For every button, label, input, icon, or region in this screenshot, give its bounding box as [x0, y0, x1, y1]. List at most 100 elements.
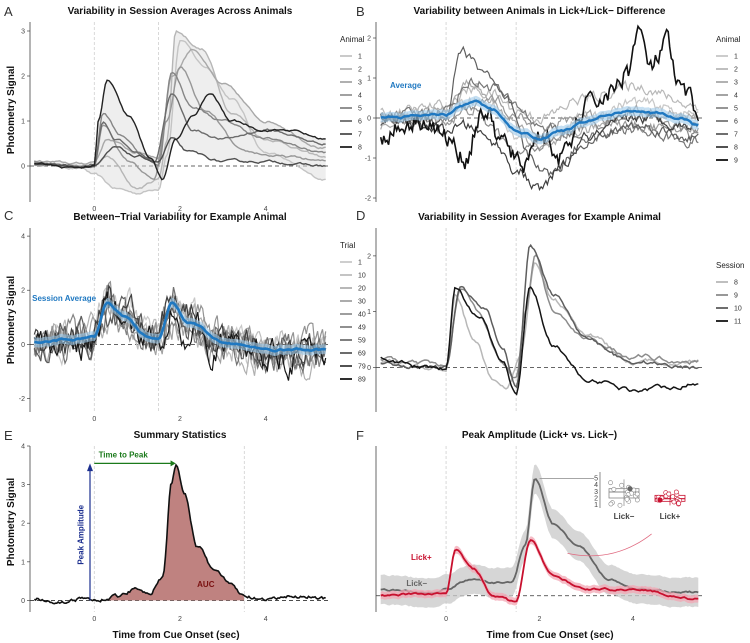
series-line-animal-2	[34, 29, 326, 190]
x-tick-label: 4	[631, 616, 635, 623]
auc-area	[94, 465, 245, 601]
y-tick-label: 1	[21, 119, 25, 126]
legend-label: 10	[734, 306, 742, 313]
average-line	[380, 99, 699, 141]
sem-band-lick-minus	[380, 464, 699, 608]
inset-point	[671, 499, 677, 505]
legend-label: 8	[358, 145, 362, 152]
inset-y-tick-label: 5	[594, 476, 598, 483]
peak-amplitude-label: Peak Amplitude	[77, 504, 86, 564]
panel-b: Variability between Animals in Lick+/Lic…	[365, 6, 703, 203]
y-tick-label: 2	[21, 521, 25, 528]
legend-label: 40	[358, 312, 366, 319]
legend-label: 5	[734, 106, 738, 113]
legend-title: Animal	[340, 35, 365, 44]
legend-d: Session 8 9 10 11	[716, 261, 744, 326]
y-tick-label: 2	[21, 74, 25, 81]
session-average-line	[34, 301, 326, 353]
inset-point	[624, 496, 630, 502]
y-axis-title-a: Photometry Signal	[6, 66, 17, 155]
inset-y-tick-label: 3	[594, 489, 598, 496]
x-tick-label: 0	[92, 616, 96, 623]
panel-label-c: C	[4, 208, 13, 223]
legend-label: 20	[358, 286, 366, 293]
series-line-animal-2	[380, 79, 699, 125]
series-line-lick-plus	[380, 539, 699, 603]
legend-label: 1	[358, 260, 362, 267]
trial-line-89	[33, 291, 327, 381]
y-tick-label: 1	[367, 309, 371, 316]
y-tick-label: 0	[367, 116, 371, 123]
panel-f: Peak Amplitude (Lick+ vs. Lick−) 0 2 4 Lick+…	[375, 430, 706, 623]
legend-label: 7	[734, 132, 738, 139]
lick-minus-label: Lick−	[406, 579, 427, 588]
inset-point	[608, 480, 613, 486]
session-line-8	[380, 262, 699, 390]
legend-title: Session	[716, 261, 744, 270]
session-average-ci-band	[34, 297, 326, 357]
y-tick-label: 0	[21, 164, 25, 171]
legend-label: 6	[734, 119, 738, 126]
panel-title-e: Summary Statistics	[134, 430, 227, 441]
inset-highlight-point	[657, 497, 663, 503]
y-tick-label: -2	[19, 396, 25, 403]
legend-label: 2	[734, 67, 738, 74]
legend-label: 11	[734, 319, 741, 326]
legend-label: 2	[358, 67, 362, 74]
inset-point	[634, 497, 640, 503]
inset-point	[670, 494, 676, 500]
panel-label-a: A	[4, 4, 13, 19]
y-tick-label: 0	[367, 365, 371, 372]
y-tick-label: 0	[21, 598, 25, 605]
y-tick-label: 4	[21, 444, 25, 451]
legend-label: 69	[358, 351, 366, 358]
inset-point	[673, 489, 679, 495]
panel-label-d: D	[356, 208, 365, 223]
inset-category-label: Lick−	[614, 512, 635, 521]
inset-y-tick-label: 1	[594, 502, 598, 509]
panel-c: Between−Trial Variability for Example An…	[19, 212, 330, 423]
panel-title-a: Variability in Session Averages Across A…	[68, 6, 293, 17]
legend-label: 3	[734, 80, 738, 87]
legend-label: 8	[734, 280, 738, 287]
y-tick-label: 3	[21, 482, 25, 489]
legend-label: 10	[358, 273, 366, 280]
x-tick-label: 2	[178, 616, 182, 623]
x-tick-label: 2	[178, 416, 182, 423]
inset-point	[666, 491, 672, 497]
panel-title-c: Between−Trial Variability for Example An…	[73, 212, 287, 223]
legend-label: 7	[358, 132, 362, 139]
inset-highlight-point	[627, 486, 633, 492]
legend-label: 1	[734, 54, 738, 61]
signal-line	[33, 463, 326, 605]
series-line-animal-6	[34, 93, 326, 169]
x-tick-label: 2	[538, 616, 542, 623]
panel-label-f: F	[356, 428, 364, 443]
legend-b: Animal 1 2 3 4 5 6 7 8 9	[716, 35, 741, 165]
inset-point	[608, 501, 614, 507]
time-to-peak-label: Time to Peak	[99, 451, 149, 460]
y-axis-title-e: Photometry Signal	[6, 478, 17, 567]
panel-label-b: B	[356, 4, 365, 19]
y-tick-label: 3	[21, 29, 25, 36]
panel-title-f: Peak Amplitude (Lick+ vs. Lick−)	[462, 430, 617, 441]
inset-point	[617, 502, 623, 508]
y-tick-label: 2	[367, 36, 371, 43]
panel-a: Variability in Session Averages Across A…	[21, 6, 330, 213]
y-tick-label: 2	[367, 253, 371, 260]
legend-label: 5	[358, 106, 362, 113]
y-tick-label: 1	[21, 559, 25, 566]
inset-background	[594, 468, 706, 522]
legend-label: 8	[734, 145, 738, 152]
session-line-11	[380, 286, 699, 396]
variability-band	[34, 31, 326, 194]
inset-y-tick-label: 4	[594, 482, 598, 489]
legend-label: 4	[358, 93, 362, 100]
inset-pointer-red	[567, 533, 652, 557]
inset-category-label: Lick+	[660, 512, 681, 521]
legend-label: 59	[358, 338, 366, 345]
legend-a: Animal 1 2 3 4 5 6 7 8	[340, 35, 365, 152]
legend-title: Animal	[716, 35, 741, 44]
legend-label: 30	[358, 299, 366, 306]
